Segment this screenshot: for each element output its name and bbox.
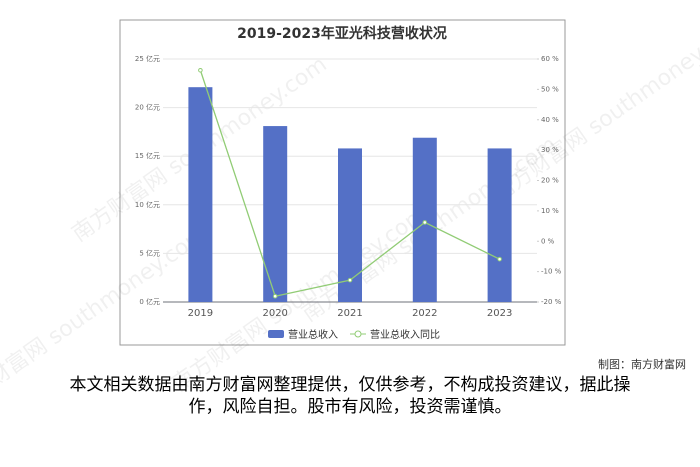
- x-tick-label: 2022: [412, 308, 437, 319]
- line-point: [347, 277, 353, 283]
- y-tick-label: 20 亿元: [135, 103, 160, 112]
- y2-tick-label: 30 %: [541, 146, 559, 154]
- y-tick-label: 25 亿元: [135, 54, 160, 63]
- y2-tick-label: 60 %: [541, 55, 559, 63]
- y2-tick-label: -10 %: [541, 268, 562, 276]
- x-tick-label: 2020: [262, 308, 287, 319]
- bar: [188, 87, 213, 302]
- chart-frame: [119, 19, 566, 346]
- x-tick-label: 2023: [487, 308, 512, 319]
- line-point: [497, 256, 502, 262]
- bar: [263, 126, 288, 303]
- source: 制图：南方财富网: [598, 358, 686, 371]
- y2-tick-label: -20 %: [541, 298, 562, 306]
- x-tick-label: 2021: [337, 308, 362, 319]
- y2-tick-label: 50 %: [541, 85, 559, 93]
- legend-label: 营业总收入: [288, 328, 338, 341]
- line-point: [272, 293, 278, 299]
- bar: [338, 148, 362, 302]
- legend-label: 营业总收入同比: [370, 328, 440, 341]
- bar: [487, 148, 512, 302]
- y2-tick-label: 10 %: [541, 207, 559, 215]
- legend-swatch: [354, 330, 362, 338]
- y2-tick-label: 0 %: [541, 237, 555, 245]
- line-point: [422, 220, 428, 225]
- disclaimer: 本文相关数据由南方财富网整理提供，仅供参考，不构成投资建议，据此操作，风险自担。…: [69, 375, 631, 417]
- y-tick-label: 15 亿元: [135, 151, 160, 160]
- legend-swatch: [268, 330, 284, 338]
- chart-title: 2019-2023年亚光科技营收状况: [237, 25, 447, 42]
- y-tick-label: 5 亿元: [139, 248, 160, 257]
- x-tick-label: 2019: [188, 308, 213, 319]
- bar: [412, 137, 437, 302]
- y-tick-label: 0 亿元: [139, 297, 160, 306]
- y2-tick-label: 40 %: [541, 116, 559, 124]
- line-point: [198, 67, 203, 73]
- y-tick-label: 10 亿元: [135, 200, 160, 209]
- y2-tick-label: 20 %: [541, 177, 559, 185]
- watermark: 南方财富网 southmoney.com: [488, 12, 700, 207]
